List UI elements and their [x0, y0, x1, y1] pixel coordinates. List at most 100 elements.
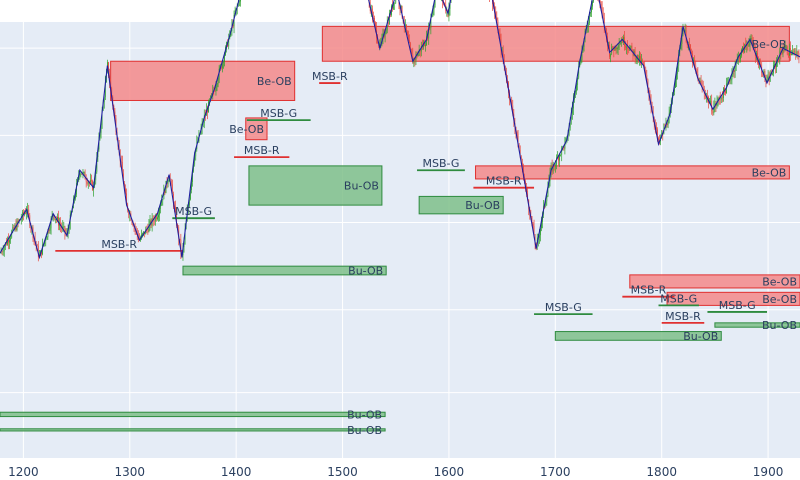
candle-body	[83, 172, 85, 173]
bullish-order-block	[714, 322, 800, 328]
candle-body	[796, 51, 798, 56]
candle-body	[379, 43, 381, 46]
msb-label: MSB-G	[545, 301, 582, 314]
candle-body	[496, 18, 498, 21]
candle-body	[738, 55, 740, 60]
candle-body	[431, 14, 433, 18]
candle-body	[375, 22, 376, 28]
candle-body	[769, 73, 771, 82]
candle-body	[45, 239, 47, 241]
candle-body	[430, 17, 432, 29]
candle-body	[604, 27, 606, 29]
candle-body	[527, 190, 529, 200]
candle-body	[783, 50, 785, 51]
candle-body	[163, 189, 165, 200]
candle-body	[710, 100, 712, 103]
bearish-order-block-label: Be-OB	[257, 75, 292, 88]
candle-body	[9, 240, 10, 243]
candle-body	[408, 35, 409, 41]
candle-body	[601, 6, 603, 13]
candle-body	[554, 164, 556, 166]
candle-body	[125, 188, 126, 194]
candle-body	[674, 87, 675, 92]
bearish-order-block-label: Be-OB	[229, 123, 264, 136]
candle-body	[157, 217, 158, 219]
zigzag-path	[0, 0, 800, 260]
candle-body	[538, 235, 540, 238]
candle-body	[161, 200, 163, 206]
candle-body	[135, 228, 137, 230]
candle-body	[724, 88, 725, 91]
candle-body	[86, 181, 88, 184]
candle-body	[747, 44, 749, 46]
candle-body	[592, 1, 593, 7]
msb-lines	[55, 82, 768, 324]
candle-body	[615, 45, 617, 50]
candle-body	[606, 28, 607, 37]
candle-body	[579, 63, 581, 66]
candle-body	[36, 245, 38, 247]
order-blocks	[0, 25, 800, 432]
candle-body	[28, 209, 30, 216]
x-tick-label: 1700	[540, 465, 571, 479]
candle-body	[404, 24, 406, 26]
candle-body	[101, 110, 103, 126]
candle-body	[731, 74, 733, 80]
candle-body	[153, 220, 155, 222]
candle-body	[548, 181, 550, 189]
candle-body	[623, 37, 624, 43]
candle-body	[748, 44, 750, 46]
x-tick-label: 1400	[221, 465, 252, 479]
candle-body	[374, 18, 375, 23]
candle-body	[179, 238, 181, 240]
candle-body	[621, 41, 623, 43]
candle-body	[517, 134, 519, 148]
candle-body	[695, 65, 697, 69]
candle-body	[224, 55, 225, 62]
candle-body	[751, 38, 753, 42]
candle-body	[149, 220, 151, 225]
candle-body	[575, 91, 576, 93]
candle-body	[631, 45, 633, 50]
candle-body	[386, 22, 388, 31]
candle-body	[142, 233, 143, 235]
msb-label: MSB-G	[422, 157, 459, 170]
msb-label: MSB-R	[312, 70, 348, 83]
bullish-order-block	[0, 428, 386, 432]
candle-body	[499, 34, 501, 39]
candle-body	[162, 199, 164, 201]
candle-body	[535, 244, 537, 246]
bullish-order-block-label: Bu-OB	[762, 319, 797, 332]
candle-body	[790, 47, 791, 55]
candle-body	[590, 12, 591, 14]
candle-body	[577, 77, 579, 85]
candle-body	[223, 61, 224, 63]
msb-label: MSB-G	[260, 107, 297, 120]
candle-body	[417, 52, 419, 57]
candle-body	[388, 13, 390, 24]
candle-body	[420, 46, 422, 52]
candle-body	[192, 171, 193, 182]
candle-body	[618, 44, 620, 48]
candle-body	[794, 51, 796, 53]
candle-body	[603, 17, 605, 28]
candle-body	[154, 216, 156, 222]
candle-body	[545, 201, 547, 206]
candle-body	[428, 25, 430, 39]
candle-body	[68, 228, 70, 231]
candle-body	[635, 58, 637, 60]
bearish-order-block	[666, 291, 800, 306]
candle-body	[688, 44, 690, 45]
bullish-order-block	[418, 195, 504, 215]
candle-body	[12, 227, 14, 232]
candle-body	[540, 228, 541, 236]
candle-body	[778, 60, 780, 62]
candle-body	[656, 126, 657, 130]
x-axis-ticks: 1200 1300 1400 1500 1600 1700 1800 1900	[8, 465, 783, 479]
candle-body	[433, 4, 435, 10]
candle-body	[758, 62, 759, 65]
candle-body	[776, 61, 777, 68]
candle-body	[87, 182, 89, 184]
msb-label: MSB-R	[101, 238, 137, 251]
